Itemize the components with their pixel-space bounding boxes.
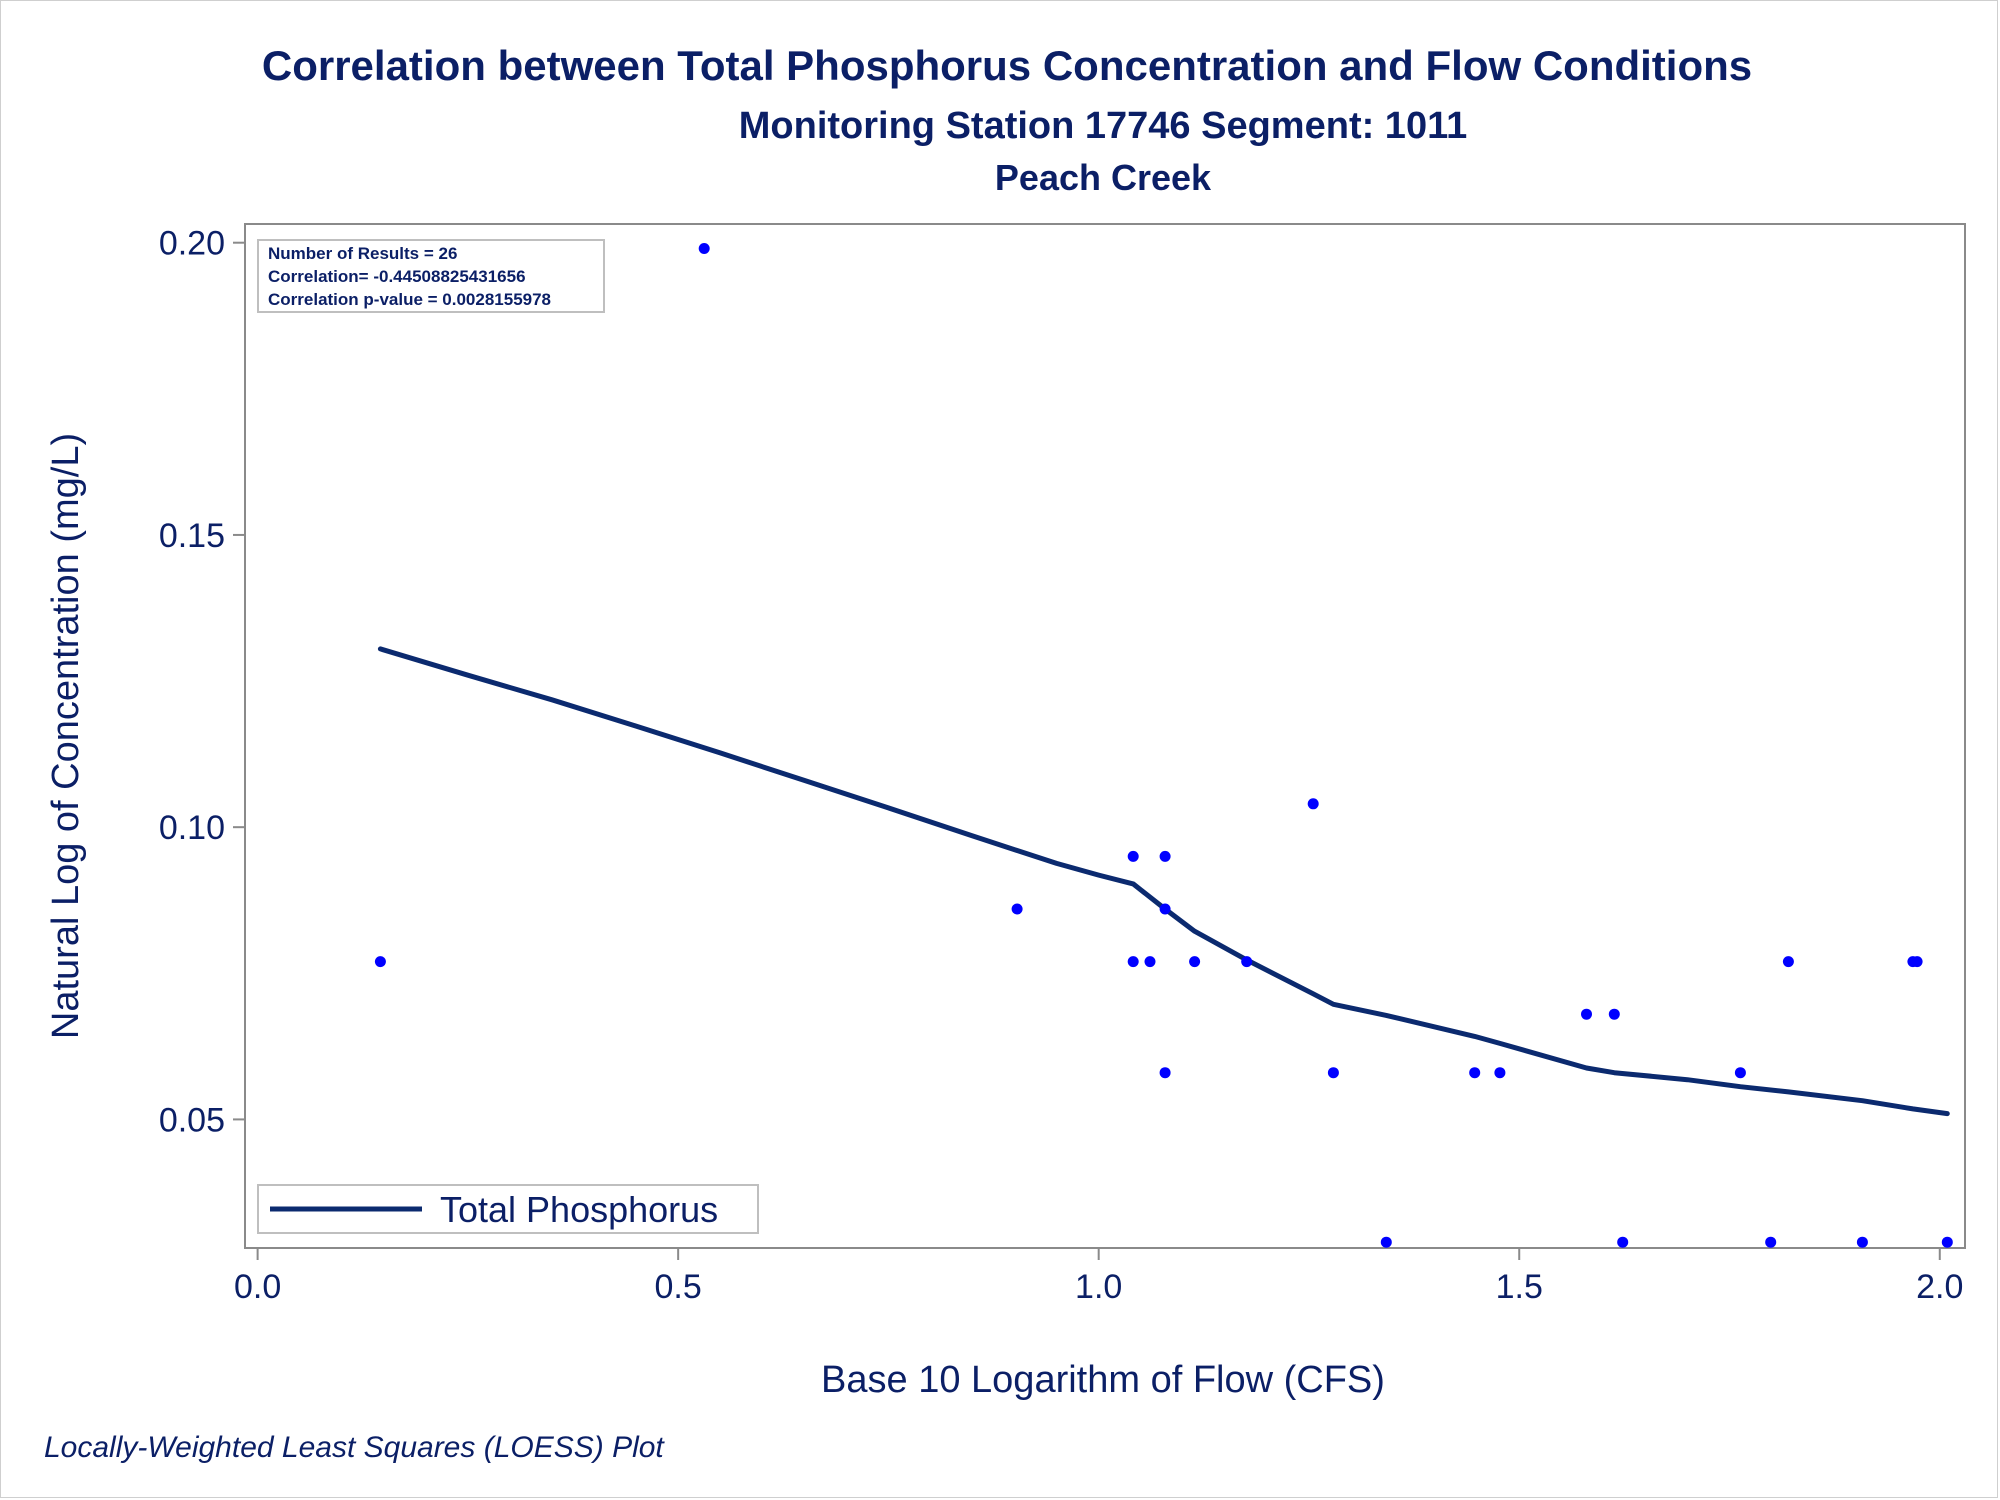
data-point (1189, 956, 1201, 968)
y-tick-label: 0.15 (159, 517, 225, 555)
y-axis-label: Natural Log of Concentration (mg/L) (45, 433, 87, 1039)
data-point (1011, 903, 1023, 915)
data-point (1159, 903, 1171, 915)
x-tick-label: 2.0 (1916, 1268, 1963, 1306)
legend-entry-total-phosphorus: Total Phosphorus (440, 1189, 718, 1230)
data-point (1241, 956, 1253, 968)
chart-subtitle: Monitoring Station 17746 Segment: 1011 (739, 105, 1468, 147)
data-point (374, 956, 386, 968)
footnote: Locally-Weighted Least Squares (LOESS) P… (44, 1431, 665, 1464)
stat-p-value: Correlation p-value = 0.0028155978 (268, 290, 551, 309)
stats-box-frame (257, 239, 605, 313)
data-point (1617, 1236, 1629, 1248)
x-tick-label: 0.5 (655, 1268, 702, 1306)
data-point (1734, 1067, 1746, 1079)
data-point (1144, 956, 1156, 968)
data-point (1307, 798, 1319, 810)
data-point (1911, 956, 1923, 968)
series-line-total-phosphorus (377, 646, 1950, 1117)
data-point (1469, 1067, 1481, 1079)
data-point (1380, 1236, 1392, 1248)
stats-box: Number of Results = 26 Correlation= -0.4… (257, 239, 605, 313)
legend: Total Phosphorus (257, 1184, 759, 1234)
data-point (1941, 1236, 1953, 1248)
data-point (1608, 1008, 1620, 1020)
data-point (1327, 1067, 1339, 1079)
data-point (1494, 1067, 1506, 1079)
data-point (698, 243, 710, 254)
x-axis-label: Base 10 Logarithm of Flow (CFS) (821, 1359, 1385, 1401)
y-tick-label: 0.10 (159, 809, 225, 847)
data-point (1856, 1236, 1868, 1248)
x-tick-label: 1.0 (1075, 1268, 1122, 1306)
data-point (1782, 956, 1794, 968)
y-axis: 0.05 0.10 0.15 0.20 (159, 225, 245, 1139)
stat-count: Number of Results = 26 (268, 244, 457, 263)
data-point (1127, 956, 1139, 968)
data-point (1159, 850, 1171, 862)
chart-subtitle-2: Peach Creek (995, 157, 1212, 198)
x-tick-label: 0.0 (234, 1268, 281, 1306)
data-point (1159, 1067, 1171, 1079)
y-tick-label: 0.05 (159, 1101, 225, 1139)
stat-correlation: Correlation= -0.44508825431656 (268, 267, 526, 286)
x-tick-label: 1.5 (1496, 1268, 1543, 1306)
data-point (1765, 1236, 1777, 1248)
data-point (1127, 850, 1139, 862)
plot-area (244, 223, 1966, 1249)
points-layer (374, 243, 1953, 1248)
data-point (1581, 1008, 1592, 1020)
series-layer (377, 646, 1950, 1117)
chart-title: Correlation between Total Phosphorus Con… (262, 42, 1752, 89)
y-tick-label: 0.20 (159, 225, 225, 263)
x-axis: 0.0 0.5 1.0 1.5 2.0 (234, 1248, 1963, 1306)
